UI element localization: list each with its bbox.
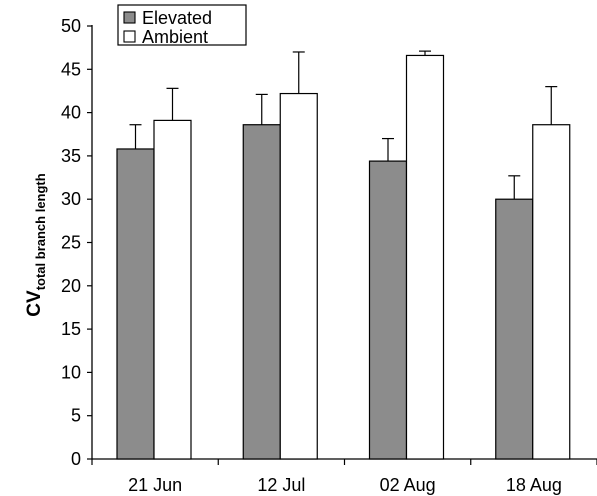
x-tick-label: 18 Aug bbox=[506, 475, 562, 495]
y-axis-ticks: 0 5 10 15 20 25 30 35 40 45 50 bbox=[61, 16, 92, 469]
y-tick-label: 40 bbox=[61, 103, 81, 123]
bar-ambient bbox=[279, 92, 318, 460]
legend-swatch-elevated bbox=[123, 11, 136, 24]
y-tick-label: 15 bbox=[61, 319, 81, 339]
bars bbox=[116, 54, 571, 460]
legend-label-ambient: Ambient bbox=[142, 27, 208, 47]
bar-elevated bbox=[242, 124, 281, 460]
bar-ambient bbox=[153, 119, 192, 460]
error-bars bbox=[129, 50, 558, 200]
x-tick-label: 12 Jul bbox=[257, 475, 305, 495]
y-tick-label: 10 bbox=[61, 362, 81, 382]
y-tick-label: 45 bbox=[61, 59, 81, 79]
y-tick-label: 20 bbox=[61, 276, 81, 296]
bar-elevated bbox=[368, 160, 408, 460]
bar-ambient bbox=[532, 124, 571, 460]
y-tick-label: 35 bbox=[61, 146, 81, 166]
x-tick-label: 21 Jun bbox=[128, 475, 182, 495]
y-axis-title-main: CV bbox=[24, 290, 45, 317]
legend-box bbox=[117, 4, 247, 46]
y-tick-label: 0 bbox=[71, 449, 81, 469]
y-axis-title-subscript: total branch length bbox=[33, 173, 48, 290]
bar-elevated bbox=[116, 148, 155, 460]
y-axis-title: CVtotal branch length bbox=[24, 173, 48, 316]
y-tick-label: 30 bbox=[61, 189, 81, 209]
y-tick-label: 25 bbox=[61, 233, 81, 253]
bar-elevated bbox=[495, 198, 534, 460]
y-tick-label: 5 bbox=[71, 406, 81, 426]
x-tick-label: 02 Aug bbox=[380, 475, 436, 495]
x-axis-ticks: 21 Jun 12 Jul 02 Aug 18 Aug bbox=[91, 459, 597, 495]
bar-ambient bbox=[405, 54, 445, 460]
y-tick-label: 50 bbox=[61, 16, 81, 36]
legend-swatch-ambient bbox=[123, 30, 136, 43]
legend-label-elevated: Elevated bbox=[142, 8, 212, 28]
svg-text:CVtotal branch length: CVtotal branch length bbox=[24, 173, 48, 316]
